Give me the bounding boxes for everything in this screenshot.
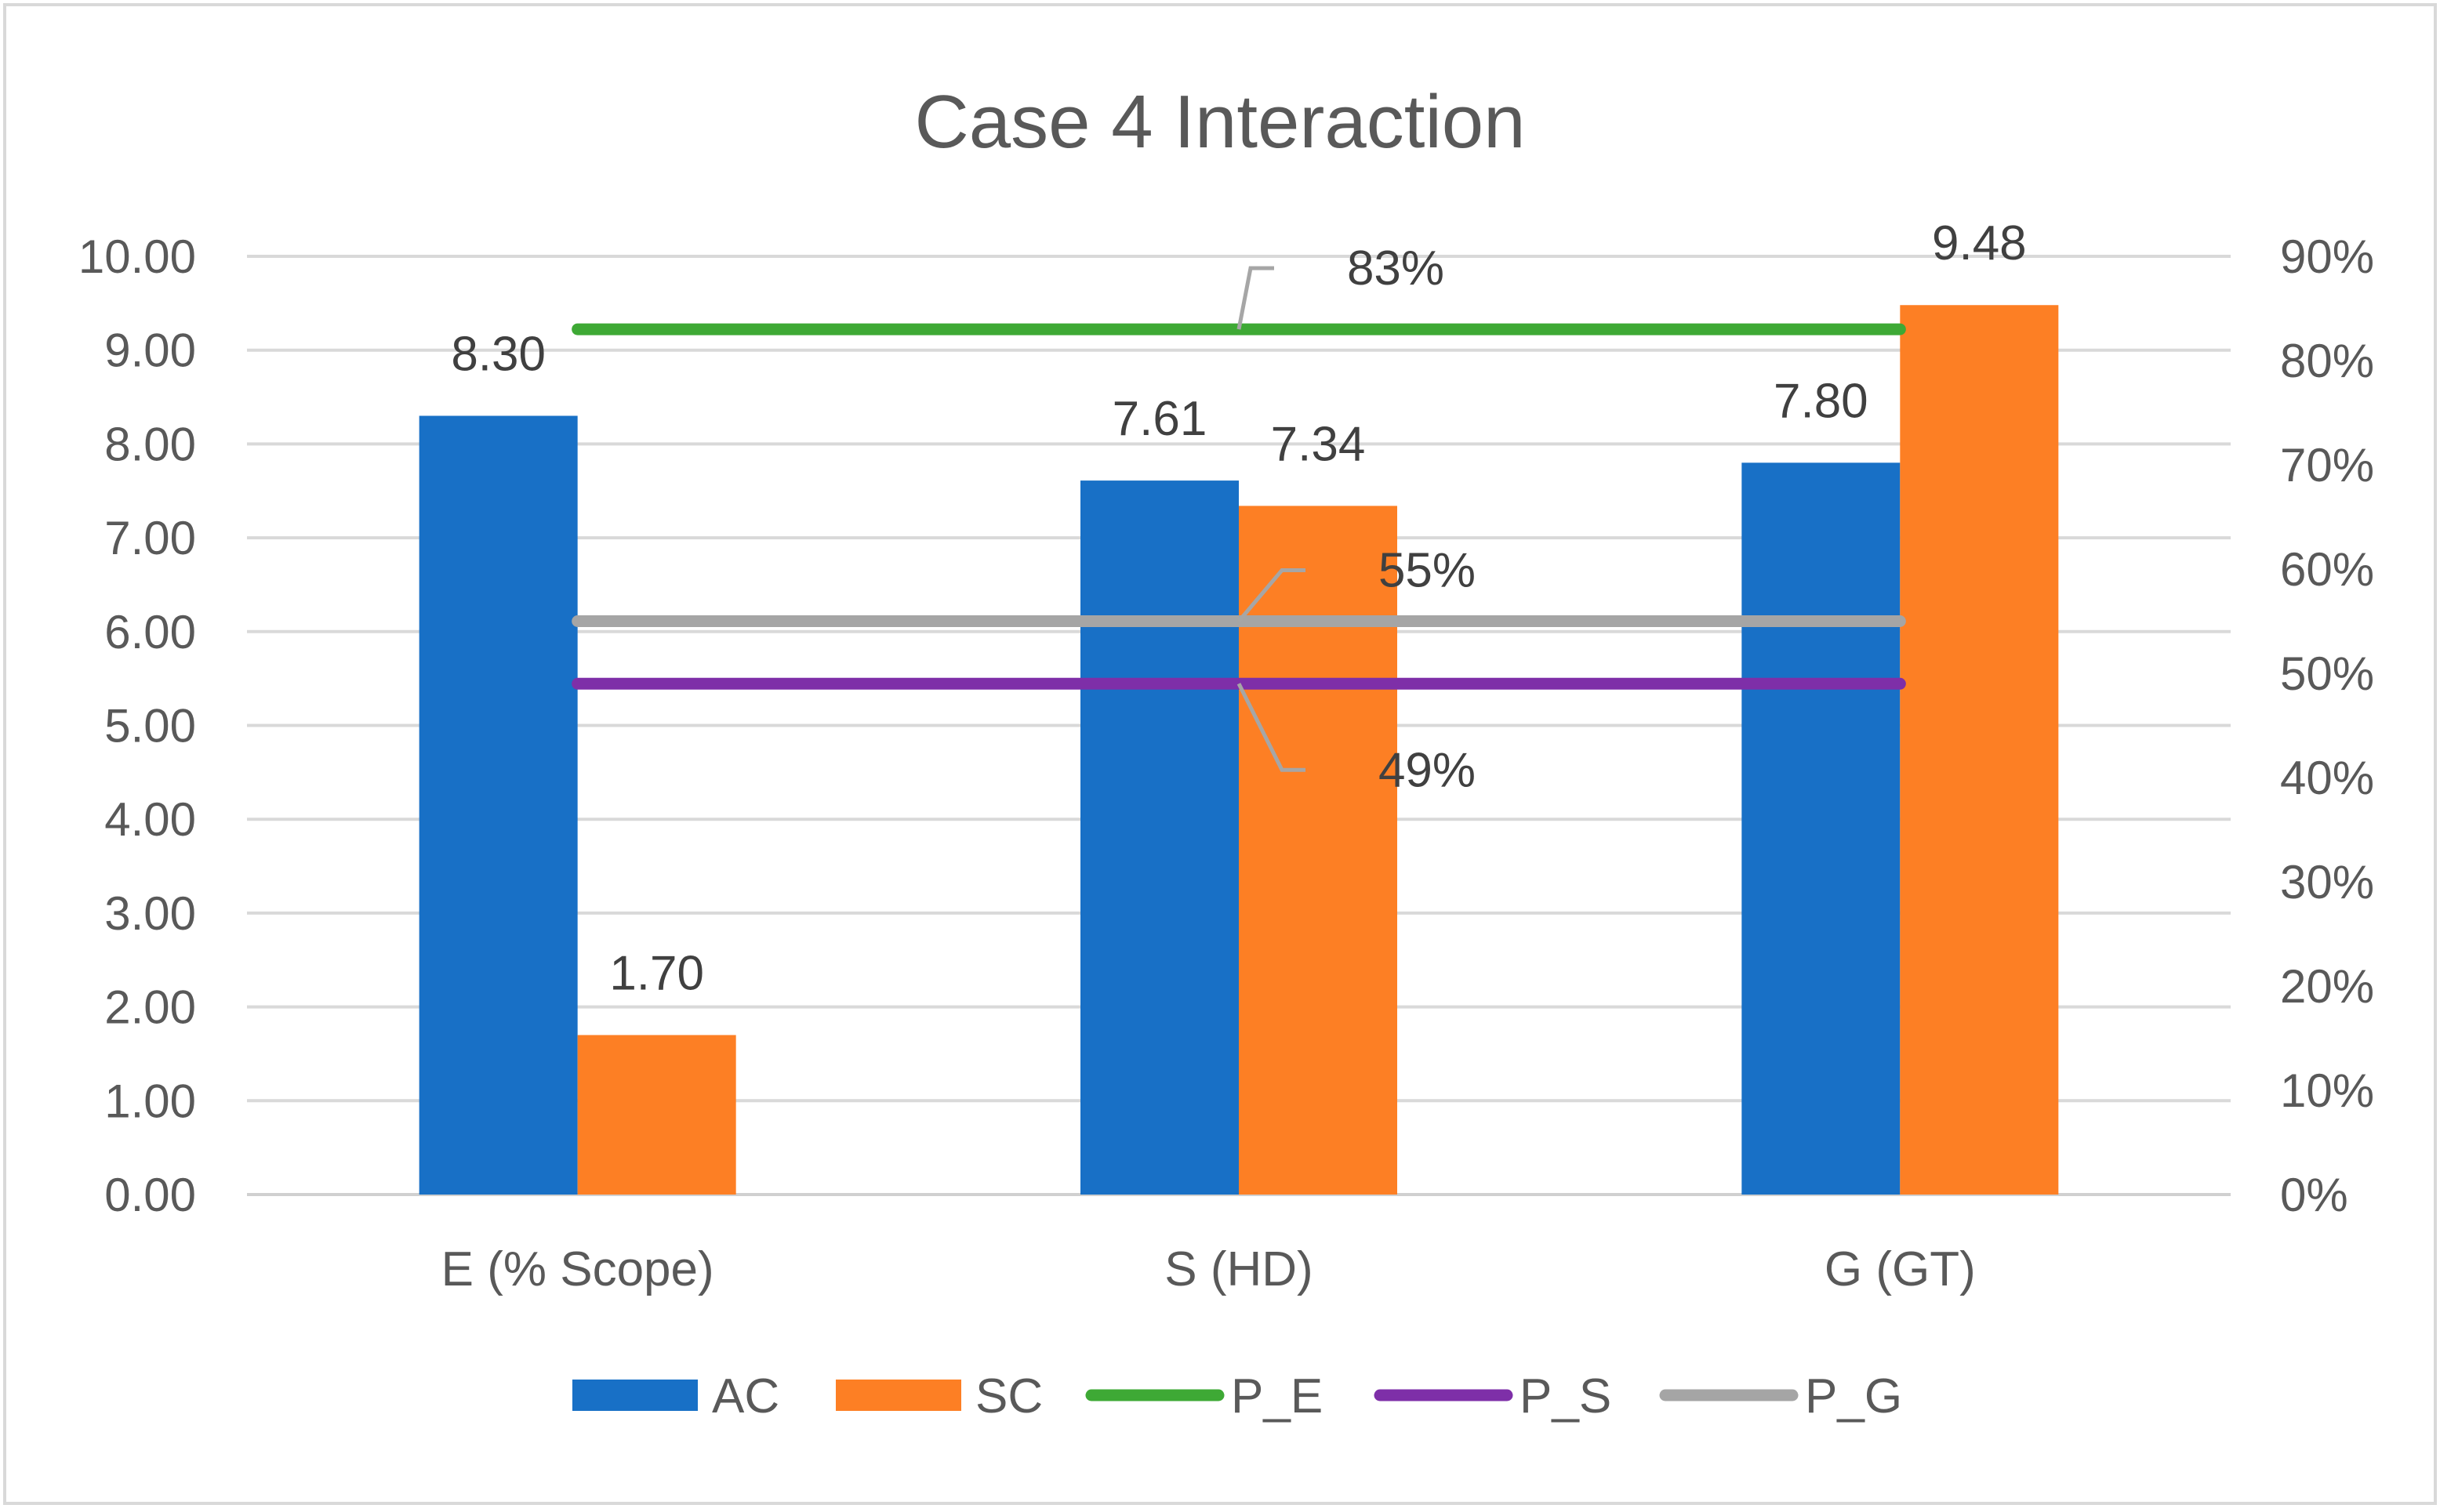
legend-swatch-ac [572, 1380, 698, 1411]
right-tick-label: 60% [2280, 543, 2374, 596]
right-tick-label: 70% [2280, 439, 2374, 491]
bar-sc [1900, 305, 2059, 1195]
right-tick-label: 80% [2280, 335, 2374, 387]
legend-swatch-sc [836, 1380, 961, 1411]
data-label-ac: 7.61 [1113, 392, 1207, 446]
left-tick-label: 1.00 [104, 1075, 196, 1127]
left-tick-label: 0.00 [104, 1169, 196, 1221]
data-label-sc: 9.48 [1932, 216, 2027, 270]
right-tick-label: 50% [2280, 647, 2374, 700]
bars [419, 305, 2059, 1195]
data-label-p-s: 49% [1378, 743, 1476, 797]
legend-label-sc: SC [975, 1369, 1043, 1423]
bar-ac [1080, 480, 1239, 1195]
left-tick-label: 7.00 [104, 512, 196, 564]
category-label: G (GT) [1825, 1242, 1976, 1296]
right-tick-label: 10% [2280, 1064, 2374, 1117]
bar-ac [1741, 462, 1901, 1195]
left-tick-label: 10.00 [78, 230, 196, 283]
data-label-sc: 7.34 [1271, 417, 1366, 471]
legend-label-p-s: P_S [1520, 1369, 1611, 1423]
data-label-sc: 1.70 [609, 947, 704, 1001]
data-label-p-e: 83% [1347, 241, 1444, 296]
category-labels: E (% Scope) S (HD) G (GT) [441, 1242, 1976, 1296]
left-axis-ticks: 0.00 1.00 2.00 3.00 4.00 5.00 6.00 7.00 8.00 9.00… [78, 230, 196, 1221]
data-label-ac: 8.30 [451, 327, 546, 381]
bar-sc [577, 1035, 736, 1195]
chart-title: Case 4 Interaction [914, 80, 1525, 164]
legend: AC SC P_E P_S P_G [572, 1369, 1902, 1423]
right-tick-label: 40% [2280, 752, 2374, 804]
left-tick-label: 6.00 [104, 606, 196, 658]
data-labels: 8.30 7.61 7.80 1.70 7.34 9.48 83% 49% 55% [451, 216, 2026, 1000]
bar-sc [1239, 506, 1397, 1195]
data-label-p-g: 55% [1378, 544, 1476, 598]
legend-label-p-e: P_E [1231, 1369, 1323, 1423]
leader-line [1236, 683, 1305, 772]
left-tick-label: 5.00 [104, 700, 196, 752]
left-tick-label: 3.00 [104, 887, 196, 940]
left-tick-label: 8.00 [104, 418, 196, 470]
left-tick-label: 9.00 [104, 325, 196, 377]
left-tick-label: 2.00 [104, 981, 196, 1034]
left-tick-label: 4.00 [104, 793, 196, 846]
data-label-ac: 7.80 [1774, 374, 1868, 428]
right-tick-label: 0% [2280, 1169, 2348, 1221]
bar-ac [419, 415, 578, 1195]
right-tick-label: 20% [2280, 960, 2374, 1013]
legend-label-p-g: P_G [1805, 1369, 1902, 1423]
category-label: S (HD) [1164, 1242, 1313, 1296]
legend-label-ac: AC [712, 1369, 779, 1423]
leader-line [1237, 568, 1305, 623]
leader-line [1236, 266, 1274, 330]
category-label: E (% Scope) [441, 1242, 714, 1296]
right-tick-label: 30% [2280, 856, 2374, 908]
right-axis-ticks: 0% 10% 20% 30% 40% 50% 60% 70% 80% 90% [2280, 230, 2374, 1221]
right-tick-label: 90% [2280, 230, 2374, 283]
